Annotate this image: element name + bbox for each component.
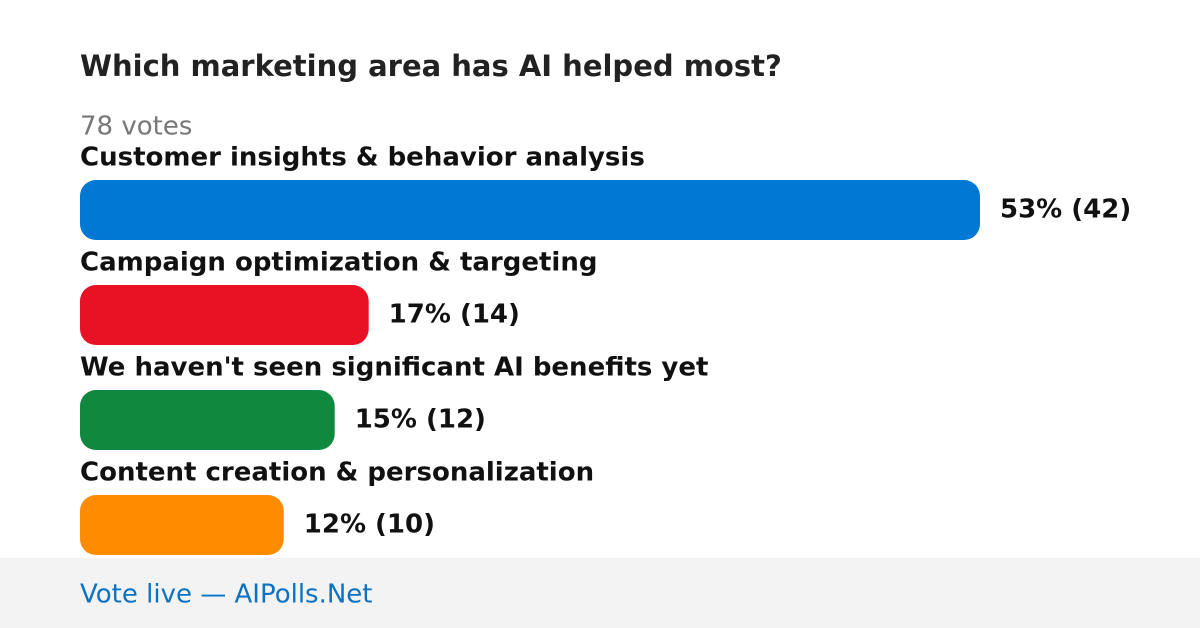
value-label: 12% (10) bbox=[304, 510, 435, 540]
footer-band bbox=[0, 558, 1200, 628]
footer-link[interactable]: Vote live — AIPolls.Net bbox=[80, 580, 373, 610]
vote-count: 78 votes bbox=[80, 112, 192, 142]
bar bbox=[80, 285, 369, 345]
category-label: Campaign optimization & targeting bbox=[80, 248, 597, 278]
category-label: Content creation & personalization bbox=[80, 458, 594, 488]
value-label: 53% (42) bbox=[1000, 195, 1131, 225]
category-label: We haven't seen significant AI benefits … bbox=[80, 353, 708, 383]
value-label: 17% (14) bbox=[389, 300, 520, 330]
bar bbox=[80, 495, 284, 555]
category-label: Customer insights & behavior analysis bbox=[80, 143, 645, 173]
value-label: 15% (12) bbox=[355, 405, 486, 435]
bar bbox=[80, 390, 335, 450]
chart-title: Which marketing area has AI helped most? bbox=[80, 49, 782, 83]
bar bbox=[80, 180, 980, 240]
